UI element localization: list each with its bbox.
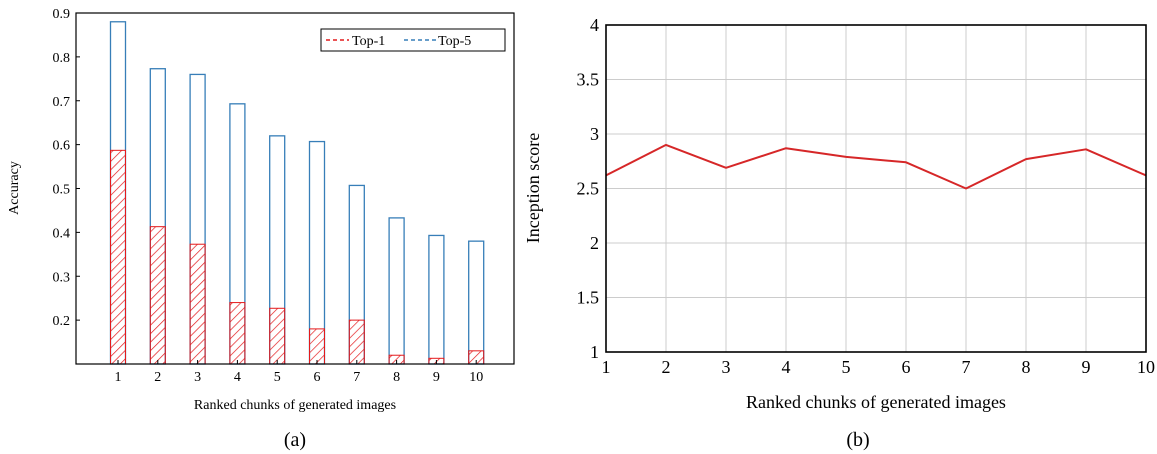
chart-b-x-ticks: 1 2 3 4 5 6 7 8 9 10 xyxy=(602,357,1156,377)
y-tick-label: 0.8 xyxy=(53,51,71,66)
x-tick-label: 3 xyxy=(722,357,731,377)
chart-b-xlabel: Ranked chunks of generated images xyxy=(746,392,1006,412)
legend-top1-label: Top-1 xyxy=(352,34,385,49)
y-tick-label: 2 xyxy=(590,233,599,253)
bar-top1 xyxy=(348,319,365,365)
bar-top1 xyxy=(110,149,126,365)
x-tick-label: 7 xyxy=(353,370,360,385)
x-tick-label: 7 xyxy=(962,357,971,377)
bar-top1 xyxy=(229,302,246,365)
bar-top1 xyxy=(269,307,286,365)
x-tick-label: 2 xyxy=(154,370,161,385)
x-tick-label: 10 xyxy=(469,370,483,385)
y-tick-label: 0.2 xyxy=(53,314,71,329)
x-tick-label: 5 xyxy=(274,370,281,385)
chart-a-y-ticks: 0.2 0.3 0.4 0.5 0.6 0.7 0.8 0.9 xyxy=(53,7,80,329)
bar-top5 xyxy=(388,217,405,365)
bar-top1 xyxy=(309,328,325,365)
bar-top5 xyxy=(428,234,445,365)
x-tick-label: 6 xyxy=(902,357,911,377)
x-tick-label: 9 xyxy=(1082,357,1091,377)
chart-b-y-ticks: 1 1.5 2 2.5 3 3.5 4 xyxy=(577,15,600,362)
bar-top5 xyxy=(468,240,485,365)
x-tick-label: 2 xyxy=(662,357,671,377)
x-tick-label: 1 xyxy=(115,370,122,385)
x-tick-label: 8 xyxy=(393,370,400,385)
y-tick-label: 0.3 xyxy=(53,270,71,285)
y-tick-label: 0.9 xyxy=(53,7,71,22)
y-tick-label: 0.4 xyxy=(53,226,71,241)
y-tick-label: 0.5 xyxy=(53,183,71,198)
chart-b-series-line xyxy=(605,143,1147,190)
x-tick-label: 9 xyxy=(433,370,440,385)
x-tick-label: 1 xyxy=(602,357,611,377)
y-tick-label: 0.6 xyxy=(53,139,71,154)
x-tick-label: 8 xyxy=(1022,357,1031,377)
chart-a-legend: Top-1 Top-5 xyxy=(320,28,506,52)
chart-b-panel-label: (b) xyxy=(846,429,869,451)
bar-top1 xyxy=(149,226,166,365)
y-tick-label: 2.5 xyxy=(577,179,600,199)
chart-b: 1 1.5 2 2.5 3 3.5 4 1 2 3 4 5 6 7 8 9 10 Inception scor… xyxy=(523,15,1155,451)
chart-a-x-ticks: 1 2 3 4 5 6 7 8 9 10 xyxy=(115,360,483,385)
x-tick-label: 6 xyxy=(314,370,321,385)
bar-top1 xyxy=(189,243,206,365)
x-tick-label: 4 xyxy=(234,370,241,385)
legend-top5-label: Top-5 xyxy=(438,34,471,49)
chart-b-grid xyxy=(605,24,1147,353)
x-tick-label: 5 xyxy=(842,357,851,377)
chart-a-ylabel: Accuracy xyxy=(7,161,22,215)
chart-b-ylabel: Inception score xyxy=(523,133,543,243)
y-tick-label: 3 xyxy=(590,124,599,144)
chart-b-axes-frame xyxy=(605,24,1147,353)
chart-a-panel-label: (a) xyxy=(284,429,306,451)
y-tick-label: 1.5 xyxy=(577,288,600,308)
x-tick-label: 10 xyxy=(1137,357,1155,377)
chart-a-axes-frame xyxy=(75,12,515,365)
x-tick-label: 3 xyxy=(194,370,201,385)
y-tick-label: 3.5 xyxy=(577,70,600,90)
x-tick-label: 4 xyxy=(782,357,791,377)
chart-a-bars xyxy=(109,21,485,365)
y-tick-label: 0.7 xyxy=(53,95,71,110)
chart-a-xlabel: Ranked chunks of generated images xyxy=(194,398,396,413)
chart-a: 0.2 0.3 0.4 0.5 0.6 0.7 0.8 0.9 1 2 3 4 5 6 7 8 9 10 Acc… xyxy=(7,7,515,451)
y-tick-label: 1 xyxy=(590,342,599,362)
y-tick-label: 4 xyxy=(590,15,599,35)
